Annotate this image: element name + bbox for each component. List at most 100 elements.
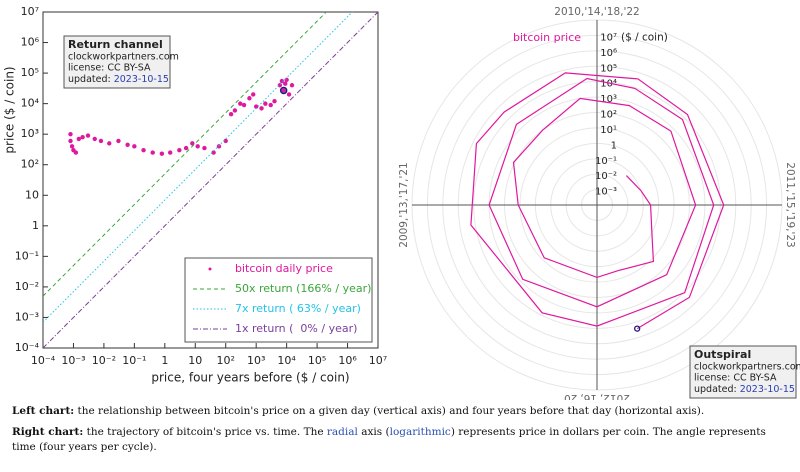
angle-label: 2010,'14,'18,'22 xyxy=(554,6,639,18)
price-point xyxy=(183,145,189,151)
price-point xyxy=(232,108,238,113)
legend-swatch xyxy=(208,267,212,271)
price-point xyxy=(159,151,165,156)
price-point xyxy=(228,112,234,117)
price-point xyxy=(284,77,289,83)
legend-label: 50x return (166% / year) xyxy=(235,282,371,295)
page: 10⁻⁴ 10⁻³ 10⁻² 10⁻¹ 1 10 10² 10³ 10⁴ 10⁵ 10⁶ 10⁷ 10⁻… xyxy=(3,5,800,453)
caption: Right chart: the trajectory of bitcoin's… xyxy=(12,425,792,455)
legend-label: bitcoin daily price xyxy=(235,262,333,275)
price-point xyxy=(92,136,97,142)
radial-tick-label: 10² xyxy=(600,110,617,121)
radial-axis-label: ($ / coin) xyxy=(621,31,668,43)
caption-text: the trajectory of bitcoin's price vs. ti… xyxy=(83,426,327,438)
infobox-updated: updated: 2023-10-15 xyxy=(694,384,795,395)
infobox-license: license: CC BY-SA xyxy=(68,63,151,74)
angle-label: 2011,'15,'19,'23 xyxy=(784,162,796,247)
price-point xyxy=(85,133,91,138)
price-point xyxy=(211,150,216,155)
y-tick-label: 10⁻² xyxy=(15,280,39,293)
infobox xyxy=(63,35,171,89)
x-tick-label: 10⁶ xyxy=(338,354,357,367)
price-point xyxy=(125,142,130,147)
price-point xyxy=(202,145,207,151)
caption-link[interactable]: logarithmic xyxy=(389,426,451,438)
caption-link[interactable]: radial xyxy=(326,426,358,438)
price-point xyxy=(141,147,146,153)
price-point xyxy=(76,136,82,142)
price-point xyxy=(251,92,256,97)
angle-label: 2012,'16,'20 xyxy=(564,392,630,400)
infobox-site: clockworkpartners.com xyxy=(68,52,179,63)
radial-tick-label: 10¹ xyxy=(600,125,617,136)
price-point xyxy=(223,138,228,144)
infobox-title: Outspiral xyxy=(694,348,751,361)
y-axis-label: price ($ / coin) xyxy=(3,66,17,153)
legend xyxy=(184,257,373,343)
y-tick-label: 10⁷ xyxy=(21,5,39,18)
price-point xyxy=(241,102,247,108)
infobox-license: license: CC BY-SA xyxy=(694,373,777,384)
y-tick-label: 10⁴ xyxy=(21,97,40,110)
y-tick-label: 10² xyxy=(21,158,39,171)
return-line xyxy=(43,12,353,323)
legend-label: 7x return ( 63% / year) xyxy=(235,302,361,315)
y-tick-label: 1 xyxy=(32,219,39,232)
price-point xyxy=(286,92,292,97)
price-point xyxy=(283,81,288,86)
updated-date: 2023-10-15 xyxy=(740,384,795,395)
price-point xyxy=(279,78,285,84)
y-tick-label: 10³ xyxy=(21,127,39,140)
radial-tick-label: 10⁻¹ xyxy=(595,156,617,167)
price-point xyxy=(68,138,73,144)
radial-tick-label: 10³ xyxy=(600,94,617,105)
price-point xyxy=(167,150,173,155)
plot-frame xyxy=(42,11,379,349)
price-point xyxy=(281,88,286,93)
price-point xyxy=(247,96,252,101)
caption-lead: Left chart: xyxy=(12,405,75,417)
y-tick-label: 10⁻³ xyxy=(15,310,39,323)
price-point xyxy=(289,83,295,88)
price-point xyxy=(116,138,121,144)
infobox xyxy=(689,345,797,399)
radial-tick-label: 10⁻³ xyxy=(595,187,617,198)
legend-label: 1x return ( 0% / year) xyxy=(235,322,357,335)
price-point xyxy=(259,106,264,111)
price-point xyxy=(80,134,85,140)
price-point xyxy=(73,150,79,155)
price-point xyxy=(190,141,195,146)
radial-tick-label: 1 xyxy=(611,140,617,151)
y-tick-label: 10⁻⁴ xyxy=(15,341,40,354)
x-tick-label: 10⁴ xyxy=(277,354,296,367)
x-tick-label: 10³ xyxy=(247,354,265,367)
x-tick-label: 10⁻³ xyxy=(61,354,85,367)
price-point xyxy=(238,101,243,106)
x-axis-label: price, four years before ($ / coin) xyxy=(151,371,349,385)
captions: Left chart: the relationship between bit… xyxy=(12,404,792,461)
price-point xyxy=(253,104,259,109)
price-point xyxy=(263,101,268,106)
x-tick-label: 10⁻¹ xyxy=(122,354,146,367)
price-point xyxy=(69,144,75,149)
infobox-updated: updated: 2023-10-15 xyxy=(68,74,169,85)
y-tick-label: 10 xyxy=(25,188,39,201)
caption-text: the relationship between bitcoin's price… xyxy=(74,405,705,417)
price-point xyxy=(150,150,155,155)
caption-lead: Right chart: xyxy=(12,426,84,438)
radial-tick-label: 10⁵ xyxy=(600,63,617,74)
y-tick-label: 10⁶ xyxy=(21,36,40,49)
radial-tick-label: 10⁴ xyxy=(600,79,617,90)
radial-tick-label: 10⁻² xyxy=(595,171,617,182)
radial-tick-label: 10⁷ xyxy=(600,32,617,43)
angle-label: 2009,'13,'17,'21 xyxy=(398,162,410,247)
updated-date: 2023-10-15 xyxy=(114,74,169,85)
x-tick-label: 10⁻² xyxy=(92,354,116,367)
current-point xyxy=(279,86,288,95)
price-point xyxy=(68,131,73,137)
price-point xyxy=(268,102,273,108)
x-tick-label: 10 xyxy=(188,354,202,367)
x-tick-label: 1 xyxy=(161,354,168,367)
price-point xyxy=(177,147,182,153)
series-label: bitcoin price xyxy=(513,31,581,44)
